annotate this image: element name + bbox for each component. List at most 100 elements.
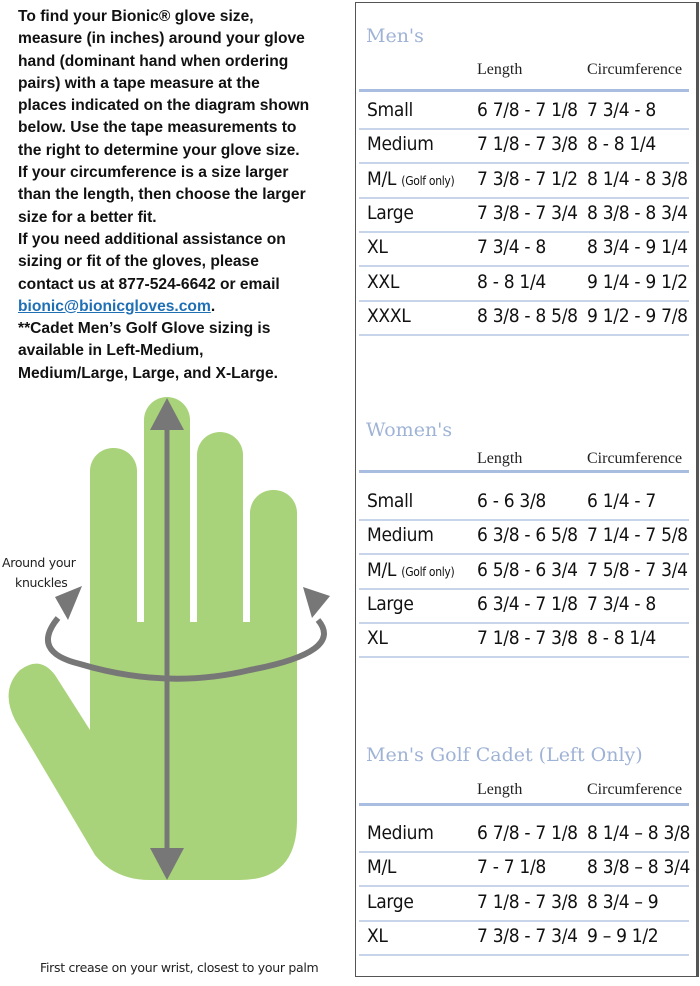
size-label: XL [367,627,388,650]
length-cell: 6 7/8 - 7 1/8 [477,99,578,121]
table-row: M/L 7 - 7 1/8 8 3/8 – 8 3/4 [359,851,691,888]
cadet-note-line: available in Left-Medium, [18,342,204,360]
size-cell: XXL [367,271,399,293]
table-row: Large 6 3/4 - 7 1/8 7 3/4 - 8 [359,588,689,624]
length-cell: 7 1/8 - 7 3/8 [477,133,578,156]
circumference-cell: 8 3/8 – 8 3/4 [587,856,691,879]
size-cell: XXXL [367,304,411,327]
length-cell: 6 - 6 3/8 [477,490,547,512]
sizing-instructions: To find your Bionic® glove size, measure … [18,6,353,385]
size-cell: Large [367,891,414,913]
size-label: Small [367,99,413,121]
length-arrow [150,398,184,880]
size-label: M/L [367,167,397,190]
size-cell: Medium [367,822,434,844]
instruction-line: pairs) with a tape measure at the [18,74,260,92]
length-cell: 6 3/8 - 6 5/8 [477,524,578,547]
size-label: Large [367,890,414,913]
knuckles-label-line1: Around your [2,555,76,570]
instruction-line: contact us at 877-524-6642 or email [18,275,280,293]
table-row: Medium 6 3/8 - 6 5/8 7 1/4 - 7 5/8 [359,519,689,556]
instruction-line: measure (in inches) around your glove [18,30,305,48]
size-cell: Large [367,593,414,615]
size-note: (Golf only) [401,173,455,188]
table-row: M/L (Golf only) 7 3/8 - 7 1/2 8 1/4 - 8 3/… [359,163,689,199]
circumference-cell: 8 3/8 - 8 3/4 [587,201,688,224]
instruction-line: hand (dominant hand when ordering [18,52,289,70]
hand-shape [8,397,297,880]
length-cell: 6 7/8 - 7 1/8 [477,822,578,844]
size-label: XL [367,924,388,947]
circumference-cell: 8 1/4 - 8 3/8 [587,167,688,190]
size-label: Large [367,201,414,224]
instruction-line: If your circumference is a size larger [18,164,289,182]
size-note: (Golf only) [401,564,455,579]
table-row: M/L (Golf only) 6 5/8 - 6 3/4 7 5/8 - 7 3/… [359,554,689,590]
header-divider [359,803,689,806]
size-cell: M/L (Golf only) [367,559,455,581]
table-row: XL 7 3/8 - 7 3/4 9 – 9 1/2 [359,920,689,956]
column-header-circumference: Circumference [587,781,683,798]
section-title: Women's [366,419,453,441]
table-row: XXXL 8 3/8 - 8 5/8 9 1/2 - 9 7/8 [359,300,689,336]
size-label: XXXL [367,304,411,327]
size-label: Medium [367,133,434,156]
table-row: XXL 8 - 8 1/4 9 1/4 - 9 1/2 [359,266,689,302]
table-row: XL 7 3/4 - 8 8 3/4 - 9 1/4 [359,231,689,268]
circumference-cell: 9 1/2 - 9 7/8 [587,304,688,327]
size-cell: Medium [367,133,434,155]
circumference-cell: 9 – 9 1/2 [587,924,659,947]
length-cell: 7 3/4 - 8 [477,236,547,259]
size-label: XXL [367,270,400,293]
instruction-line: places indicated on the diagram shown [18,97,310,115]
circumference-cell: 7 3/4 - 8 [587,592,657,615]
instruction-line: size for a better fit. [18,208,157,226]
instruction-line: If you need additional assistance on [18,230,286,248]
size-label: Medium [367,822,434,844]
section-title: Men's [366,25,424,47]
length-cell: 8 - 8 1/4 [477,270,547,293]
size-cell: XL [367,627,388,649]
size-label: Medium [367,524,434,547]
circumference-cell: 7 3/4 - 8 [587,99,657,121]
length-cell: 8 3/8 - 8 5/8 [477,304,578,327]
size-cell: M/L [367,856,396,878]
circumference-cell: 7 5/8 - 7 3/4 [587,558,688,581]
wrist-label: First crease on your wrist, closest to y… [40,960,319,975]
instruction-line: To find your Bionic® glove size, [18,8,254,25]
email-suffix: . [210,297,216,315]
hand-illustration [8,397,330,880]
size-label: XL [367,236,388,259]
length-cell: 7 3/8 - 7 1/2 [477,167,578,190]
length-cell: 6 3/4 - 7 1/8 [477,592,578,615]
length-cell: 7 3/8 - 7 3/4 [477,201,578,224]
header-divider [359,89,689,92]
size-cell: Small [367,490,413,512]
length-cell: 7 1/8 - 7 3/8 [477,890,578,913]
column-header-length: Length [477,61,523,78]
length-cell: 7 1/8 - 7 3/8 [477,627,578,650]
column-header-length: Length [477,450,523,467]
hand-measurement-diagram: Around your knuckles First crease on you… [0,390,350,981]
instruction-line: sizing or fit of the gloves, please [18,253,259,271]
circumference-cell: 9 1/4 - 9 1/2 [587,270,688,293]
email-link[interactable]: bionic@bionicgloves.com [18,297,211,315]
circumference-cell: 8 - 8 1/4 [587,133,657,156]
size-cell: XL [367,925,388,947]
email-line: bionic@bionicgloves.com. [18,296,353,318]
knuckles-label-line2: knuckles [15,575,68,590]
section-title: Men's Golf Cadet (Left Only) [366,744,643,766]
size-cell: Large [367,202,414,224]
size-cell: Medium [367,524,434,546]
size-label: Large [367,592,414,615]
table-row: Large 7 3/8 - 7 3/4 8 3/8 - 8 3/4 [359,197,689,233]
table-row: Large 7 1/8 - 7 3/8 8 3/4 – 9 [359,886,689,922]
table-row: XL 7 1/8 - 7 3/8 8 - 8 1/4 [359,622,689,659]
table-row: Small 6 7/8 - 7 1/8 7 3/4 - 8 [359,94,689,130]
instruction-line: the right to determine your glove size. [18,141,300,159]
size-cell: M/L (Golf only) [367,167,455,190]
circumference-cell: 8 3/4 - 9 1/4 [587,236,688,259]
column-header-circumference: Circumference [587,450,683,467]
circumference-arrow [45,586,330,682]
circumference-cell: 7 1/4 - 7 5/8 [587,524,688,547]
